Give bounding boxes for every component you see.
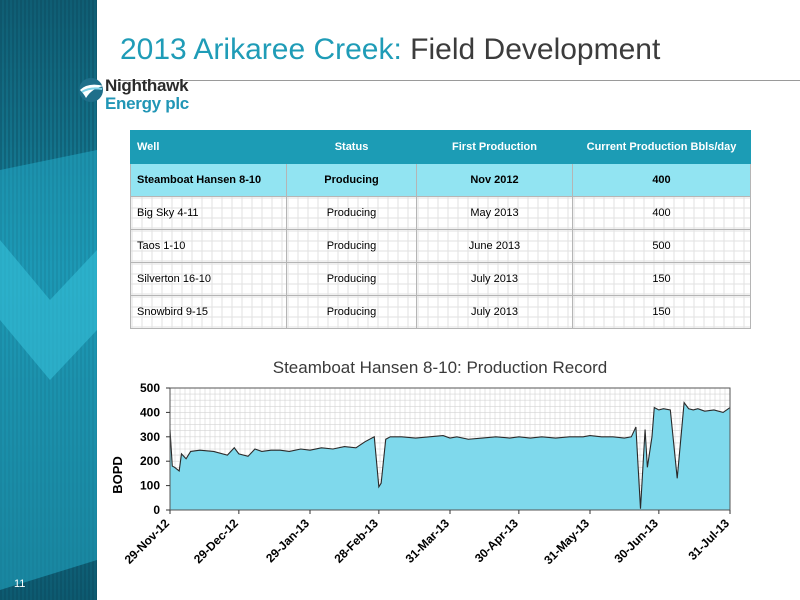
cell-first-production: June 2013 <box>416 229 573 263</box>
x-tick-label: 30-Jun-13 <box>611 516 661 566</box>
cell-well: Snowbird 9-15 <box>130 295 287 329</box>
series-area-fill <box>170 402 730 510</box>
y-tick-label: 200 <box>140 454 160 468</box>
x-tick-label: 29-Nov-12 <box>122 516 173 567</box>
logo-text-line1: Nighthawk <box>105 76 189 95</box>
cell-status: Producing <box>286 229 417 263</box>
cell-status: Producing <box>286 295 417 329</box>
column-header-current-production: Current Production Bbls/day <box>572 130 751 164</box>
title-part-main: Field Development <box>410 33 661 66</box>
cell-first-production: Nov 2012 <box>416 163 573 197</box>
cell-well: Taos 1-10 <box>130 229 287 263</box>
y-axis-label: BOPD <box>110 456 125 494</box>
company-logo: Nighthawk Energy plc <box>78 74 218 124</box>
page-title: 2013 Arikaree Creek: Field Development <box>120 30 660 70</box>
cell-status: Producing <box>286 262 417 296</box>
cell-status: Producing <box>286 196 417 230</box>
cell-current-production: 500 <box>572 229 751 263</box>
x-tick-label: 30-Apr-13 <box>472 516 521 565</box>
logo-swoosh-icon <box>79 78 104 102</box>
x-tick-label: 31-May-13 <box>541 516 592 567</box>
production-chart-svg: Steamboat Hansen 8-10: Production Record… <box>110 358 732 567</box>
y-tick-label: 0 <box>153 503 160 517</box>
x-tick-label: 29-Dec-12 <box>191 516 241 566</box>
column-header-status: Status <box>286 130 417 164</box>
cell-current-production: 150 <box>572 295 751 329</box>
x-tick-label: 31-Mar-13 <box>403 516 453 566</box>
y-tick-label: 400 <box>140 405 160 419</box>
cell-first-production: July 2013 <box>416 262 573 296</box>
logo-text-line2: Energy plc <box>105 94 189 113</box>
column-header-first-production: First Production <box>416 130 573 164</box>
title-divider <box>115 80 800 81</box>
table-row: Silverton 16-10 Producing July 2013 150 <box>130 262 751 296</box>
y-tick-label: 100 <box>140 479 160 493</box>
cell-current-production: 400 <box>572 196 751 230</box>
cell-first-production: July 2013 <box>416 295 573 329</box>
well-table: Well Status First Production Current Pro… <box>130 130 751 329</box>
column-header-well: Well <box>130 130 287 164</box>
title-part-highlight: 2013 Arikaree Creek: <box>120 33 402 66</box>
x-tick-label: 28-Feb-13 <box>331 516 381 566</box>
production-chart: Steamboat Hansen 8-10: Production Record… <box>100 350 800 600</box>
table-row: Taos 1-10 Producing June 2013 500 <box>130 229 751 263</box>
chart-title: Steamboat Hansen 8-10: Production Record <box>273 358 608 377</box>
y-tick-label: 300 <box>140 430 160 444</box>
cell-current-production: 400 <box>572 163 751 197</box>
x-tick-label: 31-Jul-13 <box>685 516 732 563</box>
table-row: Steamboat Hansen 8-10 Producing Nov 2012… <box>130 163 751 197</box>
cell-well: Steamboat Hansen 8-10 <box>130 163 287 197</box>
cell-well: Big Sky 4-11 <box>130 196 287 230</box>
sidebar-decoration <box>0 0 97 600</box>
cell-status: Producing <box>286 163 417 197</box>
table-header-row: Well Status First Production Current Pro… <box>130 130 751 164</box>
slide-number: 11 <box>14 578 26 590</box>
table-row: Snowbird 9-15 Producing July 2013 150 <box>130 295 751 329</box>
cell-well: Silverton 16-10 <box>130 262 287 296</box>
sidebar-pattern <box>0 0 97 600</box>
series-line <box>169 401 731 509</box>
cell-current-production: 150 <box>572 262 751 296</box>
x-tick-label: 29-Jan-13 <box>263 516 312 565</box>
cell-first-production: May 2013 <box>416 196 573 230</box>
table-row: Big Sky 4-11 Producing May 2013 400 <box>130 196 751 230</box>
y-tick-label: 500 <box>140 381 160 395</box>
